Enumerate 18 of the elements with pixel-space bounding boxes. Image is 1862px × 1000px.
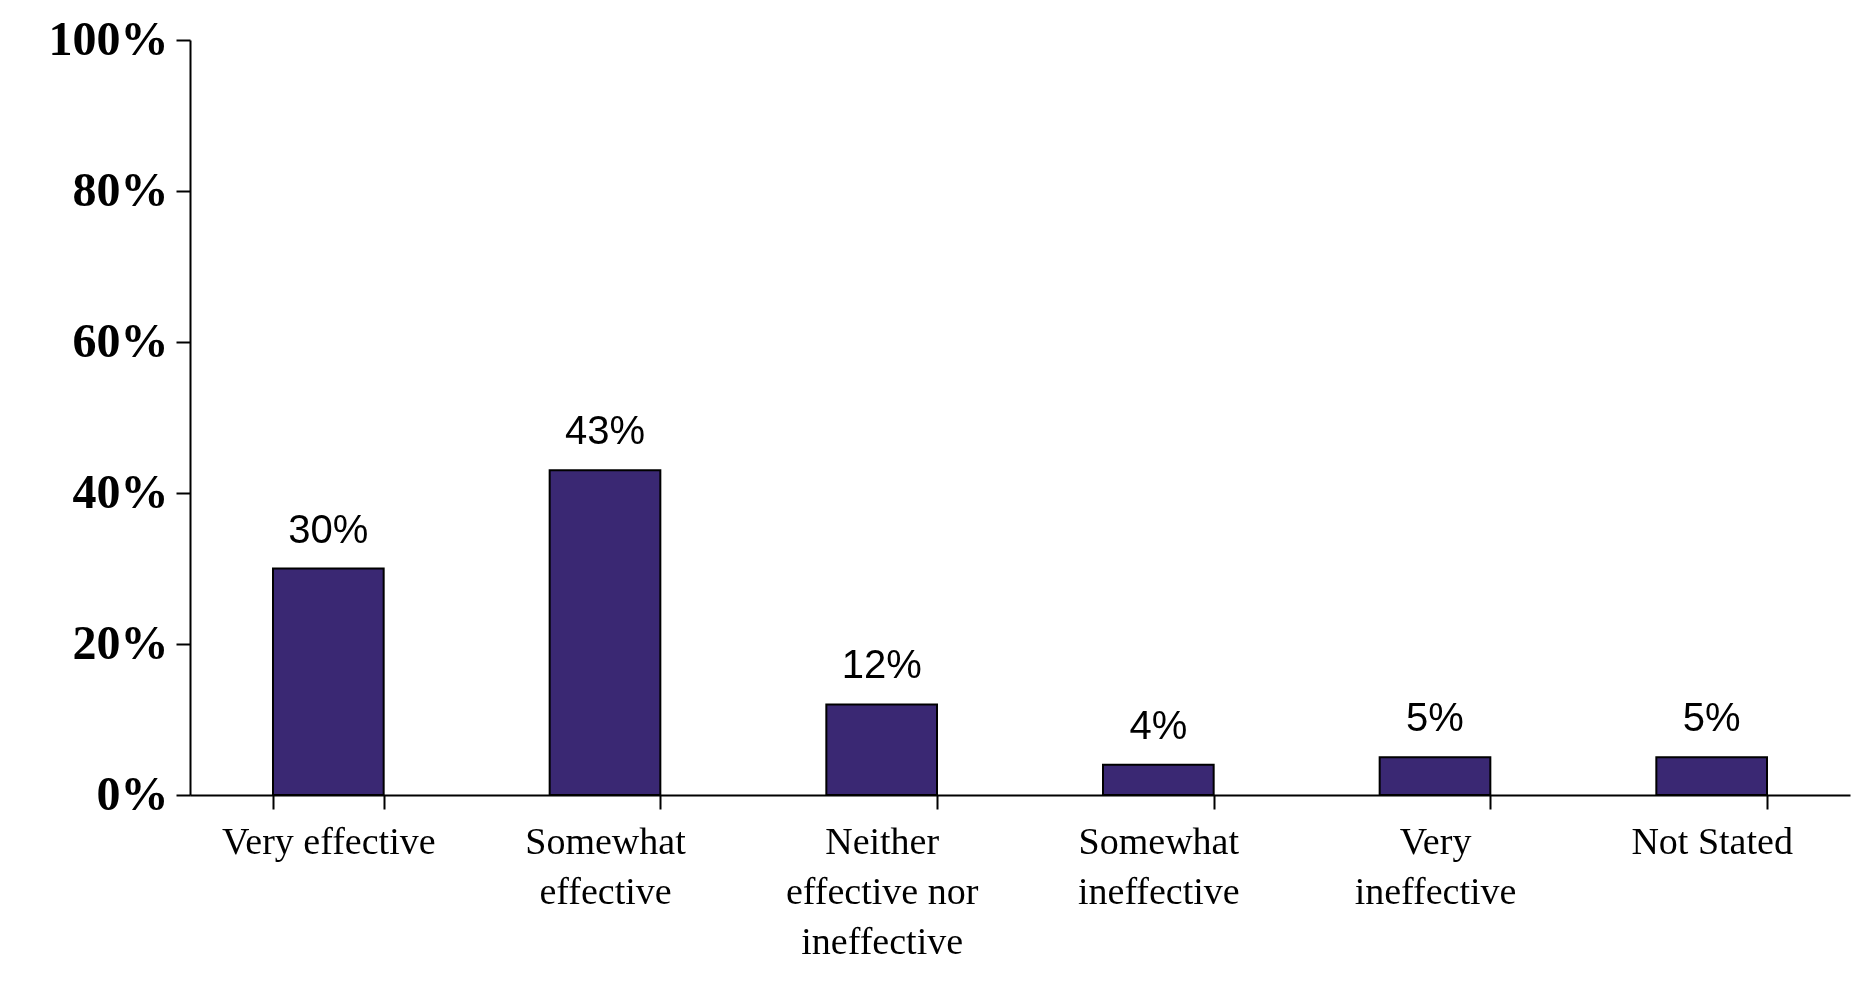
x-tick-label: Not Stated xyxy=(1631,819,1793,862)
y-tick-label: 80% xyxy=(72,162,169,216)
data-label: 4% xyxy=(1129,702,1188,747)
data-label: 12% xyxy=(841,642,922,687)
y-tick-label: 20% xyxy=(72,615,169,669)
x-tick-label: Very ineffective xyxy=(1354,819,1517,912)
data-label: 43% xyxy=(564,408,646,453)
x-tick-label: Very effective xyxy=(222,819,436,862)
y-tick-label: 0% xyxy=(96,766,169,820)
y-tick-label: 40% xyxy=(72,464,169,518)
y-tick-label: 100% xyxy=(48,11,169,65)
x-tick-label: Somewhat effective xyxy=(525,819,687,912)
x-tick-label: Neither effective nor ineffective xyxy=(785,819,979,962)
data-label: 5% xyxy=(1682,695,1741,740)
x-tick-label: Somewhat ineffective xyxy=(1077,819,1240,912)
data-label: 30% xyxy=(288,506,369,551)
data-label: 5% xyxy=(1406,695,1464,740)
y-tick-label: 60% xyxy=(72,313,169,367)
